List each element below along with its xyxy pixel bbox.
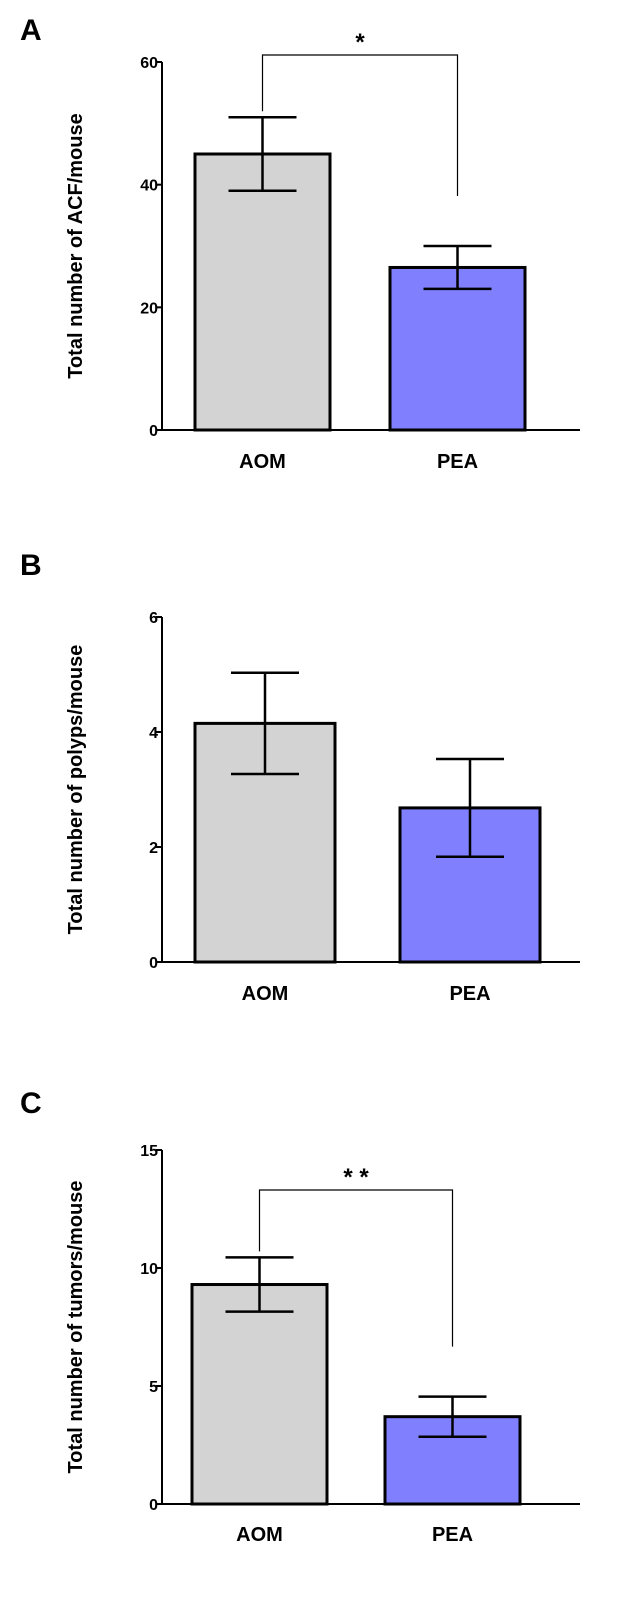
- chart-b-panel-letter: B: [20, 549, 42, 582]
- chart-b-y-tick-label: 6: [149, 610, 158, 627]
- chart-a-bar-pea: [388, 265, 527, 432]
- chart-a: A Total number of ACF/mouse 0 20 40 60 AOM PEA *: [20, 14, 580, 473]
- chart-c-y-tick-label: 15: [140, 1143, 158, 1160]
- chart-a-panel-letter: A: [20, 14, 42, 47]
- panel-a: A Total number of ACF/mouse 0 20 40 60 AOM PEA *: [0, 0, 618, 520]
- chart-a-y-tick-label: 20: [140, 300, 158, 317]
- chart-c: C Total number of tumors/mouse 0 5 10 15 AOM PE…: [20, 1087, 580, 1546]
- chart-a-y-tick-label: 40: [140, 178, 158, 195]
- chart-b-category-label-pea: PEA: [449, 983, 490, 1005]
- chart-c-category-label-pea: PEA: [432, 1524, 473, 1546]
- chart-b-y-tick-label: 0: [149, 955, 158, 972]
- chart-a-category-label-pea: PEA: [437, 451, 478, 473]
- chart-b-y-tick-label: 2: [149, 840, 158, 857]
- chart-a-y-axis-label: Total number of ACF/mouse: [65, 113, 87, 379]
- chart-c-y-tick-label: 5: [149, 1379, 158, 1396]
- chart-c-panel-letter: C: [20, 1087, 42, 1120]
- chart-b-y-tick-label: 4: [149, 725, 158, 742]
- chart-c-y-axis-label: Total number of tumors/mouse: [65, 1181, 87, 1474]
- chart-c-significance-bracket: [258, 1189, 454, 1347]
- panel-b: B Total number of polyps/mouse 0 2 4 6 AOM PEA: [0, 530, 618, 1050]
- chart-a-bar-aom: [193, 152, 332, 432]
- chart-b-y-axis-label: Total number of polyps/mouse: [65, 645, 87, 935]
- chart-a-category-label-aom: AOM: [239, 451, 286, 473]
- chart-b: B Total number of polyps/mouse 0 2 4 6 AOM PEA: [20, 549, 580, 1005]
- chart-a-significance-bracket: [261, 54, 459, 196]
- chart-a-significance-marker: *: [355, 29, 365, 56]
- chart-b-category-label-aom: AOM: [242, 983, 289, 1005]
- panel-c: C Total number of tumors/mouse 0 5 10 15 AOM PE…: [0, 1065, 618, 1614]
- chart-c-bar-aom: [190, 1283, 329, 1506]
- chart-a-y-tick-label: 60: [140, 55, 158, 72]
- chart-c-y-tick-label: 0: [149, 1497, 158, 1514]
- chart-c-category-label-aom: AOM: [236, 1524, 283, 1546]
- chart-c-y-tick-label: 10: [140, 1261, 158, 1278]
- chart-c-significance-marker: * *: [343, 1164, 369, 1191]
- chart-a-y-tick-label: 0: [149, 423, 158, 440]
